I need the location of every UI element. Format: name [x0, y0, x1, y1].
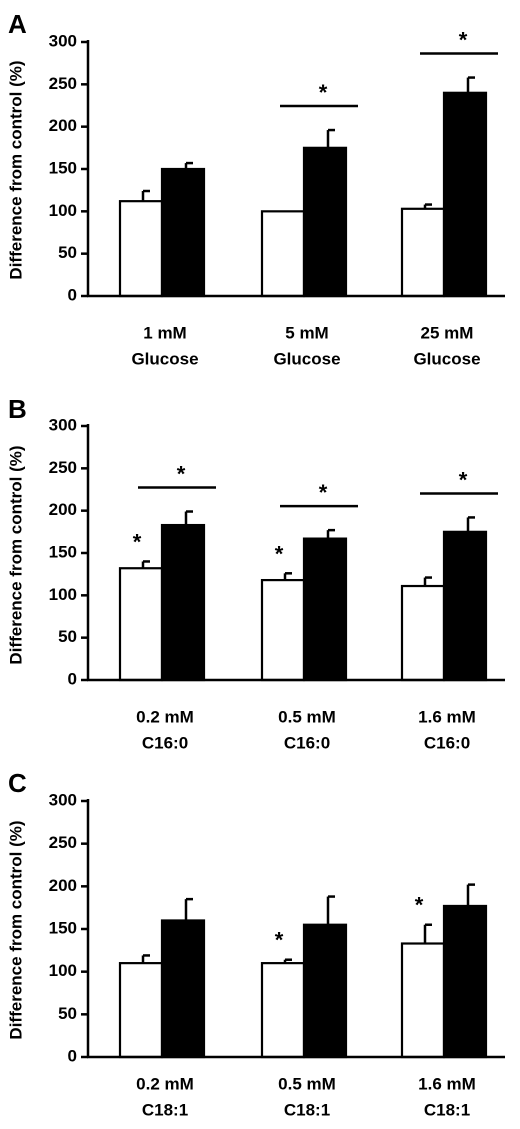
y-tick-label: 300: [49, 790, 77, 809]
bar: [442, 530, 488, 682]
y-tick-label: 50: [58, 243, 77, 262]
category-label-line1: 1 mM: [143, 323, 186, 342]
y-tick-label: 50: [58, 627, 77, 646]
bar: [400, 207, 446, 298]
category-label-line2: Glucose: [413, 349, 480, 368]
y-tick-label: 250: [49, 833, 77, 852]
significance-star: *: [133, 529, 142, 554]
y-tick-label: 200: [49, 116, 77, 135]
category-label-line2: C16:0: [284, 733, 330, 752]
y-tick-label: 100: [49, 961, 77, 980]
bar: [160, 523, 206, 682]
y-tick-label: 100: [49, 585, 77, 604]
y-tick-label: 200: [49, 500, 77, 519]
y-tick-label: 250: [49, 74, 77, 93]
y-tick-label: 100: [49, 201, 77, 220]
category-label-line2: C16:0: [424, 733, 470, 752]
significance-star: *: [319, 80, 328, 105]
category-label-line2: Glucose: [273, 349, 340, 368]
significance-star: *: [415, 893, 424, 918]
bar: [160, 919, 206, 1059]
bar: [260, 578, 306, 682]
y-axis-label: Difference from control (%): [6, 445, 25, 664]
y-axis-label: Difference from control (%): [6, 820, 25, 1039]
category-label-line1: 0.2 mM: [136, 1074, 194, 1093]
category-label-line1: 5 mM: [285, 323, 328, 342]
y-tick-label: 0: [68, 285, 77, 304]
bar: [118, 200, 164, 298]
significance-star: *: [319, 480, 328, 505]
category-label-line1: 0.5 mM: [278, 707, 336, 726]
bar: [302, 537, 348, 682]
category-label-line1: 0.5 mM: [278, 1074, 336, 1093]
bar: [302, 923, 348, 1059]
panel-letter: C: [8, 768, 27, 798]
panel-letter: A: [8, 9, 27, 39]
y-tick-label: 0: [68, 1046, 77, 1065]
bar: [118, 567, 164, 682]
category-label-line1: 0.2 mM: [136, 707, 194, 726]
significance-star: *: [177, 462, 186, 487]
y-tick-label: 50: [58, 1004, 77, 1023]
panel-a: A Difference from control (%) * * 0 50 100 150 2…: [6, 9, 505, 368]
bar: [260, 962, 306, 1059]
bar: [442, 91, 488, 298]
category-label-line2: Glucose: [131, 349, 198, 368]
category-label-line2: C16:0: [142, 733, 188, 752]
y-tick-label: 300: [49, 31, 77, 50]
category-label-line1: 25 mM: [421, 323, 474, 342]
bar: [260, 210, 306, 298]
bar: [118, 962, 164, 1059]
bar: [442, 904, 488, 1059]
panel-letter: B: [8, 394, 27, 424]
y-tick-label: 250: [49, 458, 77, 477]
category-label-line2: C18:1: [424, 1100, 470, 1119]
y-tick-label: 0: [68, 669, 77, 688]
bar: [400, 584, 446, 682]
y-tick-label: 150: [49, 918, 77, 937]
category-label-line1: 1.6 mM: [418, 707, 476, 726]
significance-star: *: [275, 928, 284, 953]
y-tick-label: 200: [49, 876, 77, 895]
category-label-line1: 1.6 mM: [418, 1074, 476, 1093]
y-tick-label: 150: [49, 158, 77, 177]
bar: [160, 167, 206, 298]
panel-b: B Difference from control (%) * * * * * 0 50 100 1…: [6, 394, 505, 752]
significance-star: *: [459, 467, 468, 492]
y-tick-label: 150: [49, 542, 77, 561]
y-tick-label: 300: [49, 415, 77, 434]
bar: [400, 942, 446, 1059]
category-label-line2: C18:1: [142, 1100, 188, 1119]
bar: [302, 146, 348, 298]
significance-star: *: [459, 28, 468, 53]
panel-c: C Difference from control (%) * * 0 50 100 150 2…: [6, 768, 505, 1119]
category-label-line2: C18:1: [284, 1100, 330, 1119]
y-axis-label: Difference from control (%): [6, 60, 25, 279]
significance-star: *: [275, 541, 284, 566]
